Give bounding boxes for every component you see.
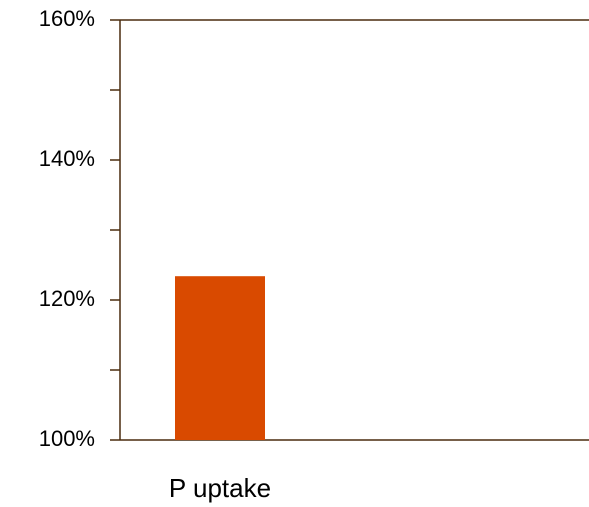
y-tick-label: 120% bbox=[39, 286, 95, 311]
bar bbox=[175, 276, 265, 440]
y-tick-label: 160% bbox=[39, 6, 95, 31]
x-tick-label: P uptake bbox=[169, 473, 271, 503]
y-tick-label: 140% bbox=[39, 146, 95, 171]
y-tick-label: 100% bbox=[39, 426, 95, 451]
